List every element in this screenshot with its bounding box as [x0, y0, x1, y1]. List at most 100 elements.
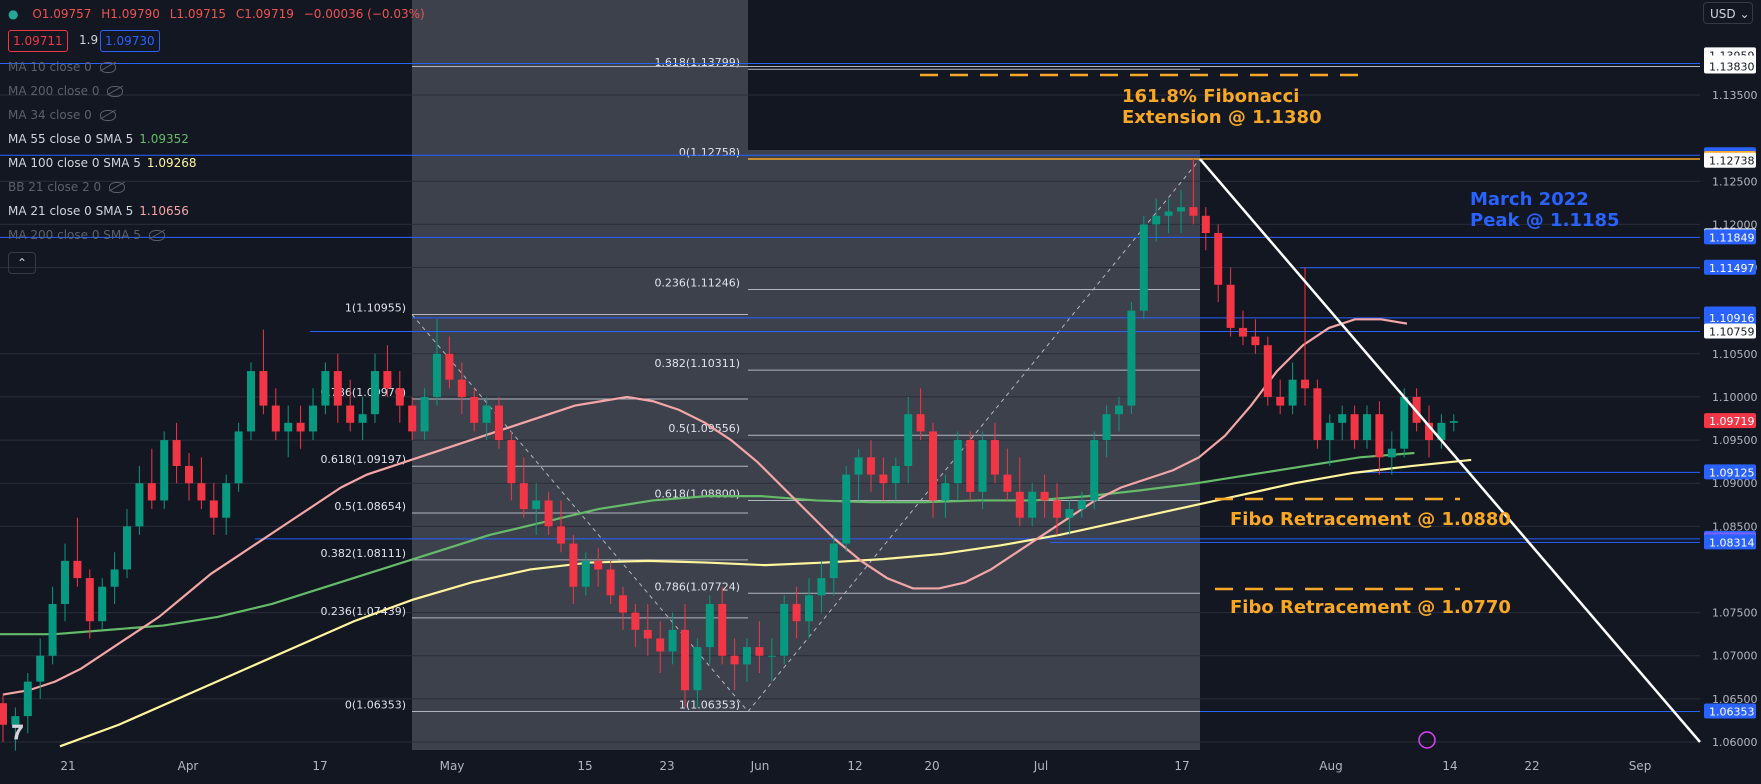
candle-body [11, 716, 20, 725]
indicator-row[interactable]: MA 100 close 0 SMA 5 1.09268 [8, 156, 197, 170]
candle-body [594, 560, 603, 570]
candle-body [829, 543, 838, 579]
price-axis-badge [1704, 259, 1756, 275]
candle-body [371, 371, 379, 415]
indicator-row[interactable]: MA 200 close 0 [8, 84, 124, 98]
candle-body [507, 440, 516, 484]
candle-body [643, 629, 652, 639]
candle-body [1139, 224, 1148, 311]
candle-body [1387, 448, 1396, 458]
close-value: C1.09719 [235, 7, 294, 21]
candle-body [383, 371, 392, 389]
currency-selector[interactable]: USD ⌄ [1703, 2, 1753, 24]
y-tick-label: 1.08500 [1712, 520, 1758, 533]
candle-body [1226, 284, 1235, 328]
x-tick-label: 14 [1442, 759, 1457, 773]
fib-level-label: 1.618(1.13799) [654, 56, 740, 69]
candle-body [445, 353, 454, 380]
candle-body [544, 500, 553, 527]
eye-hidden-icon[interactable] [148, 230, 165, 241]
candle-body [606, 569, 615, 596]
candle-body [247, 371, 255, 432]
candle-body [1189, 207, 1198, 216]
indicator-label: MA 100 close 0 SMA 5 [8, 156, 141, 170]
indicator-row[interactable]: MA 10 close 0 [8, 60, 116, 74]
candle-body [470, 396, 479, 423]
candle-body [1065, 509, 1074, 518]
candle-body [929, 431, 937, 501]
candle-body [817, 578, 826, 596]
candle-body [730, 655, 739, 665]
eye-hidden-icon[interactable] [107, 86, 124, 97]
candle-body [395, 388, 404, 406]
price-axis-badge-label: 1.09719 [1709, 415, 1755, 428]
indicator-label: MA 55 close 0 SMA 5 [8, 132, 134, 146]
candle-body [966, 440, 975, 492]
x-tick-label: 23 [659, 759, 674, 773]
indicator-row[interactable]: MA 34 close 0 [8, 108, 116, 122]
fib-level-label: 0.618(1.09197) [320, 453, 406, 466]
candle-body [953, 440, 962, 484]
y-tick-label: 1.09000 [1712, 477, 1758, 490]
candle-body [693, 647, 702, 691]
open-value: O1.09757 [32, 7, 92, 21]
indicator-row[interactable]: MA 21 close 0 SMA 5 1.10656 [8, 204, 189, 218]
candle-body [160, 440, 169, 501]
x-tick-label: Apr [178, 759, 199, 773]
candle-body [532, 500, 541, 510]
fib-level-label: 0.786(1.07724) [654, 580, 740, 593]
candle-body [1003, 474, 1012, 492]
indicator-row[interactable]: MA 55 close 0 SMA 5 1.09352 [8, 132, 189, 146]
price-axis-badge-label: 1.10916 [1709, 312, 1755, 325]
eye-hidden-icon[interactable] [99, 62, 116, 73]
y-tick-label: 1.12000 [1712, 218, 1758, 231]
fib-level-label: 0(1.06353) [345, 699, 406, 712]
indicator-label: MA 21 close 0 SMA 5 [8, 204, 134, 218]
price-axis-badge-label: 1.06353 [1709, 706, 1755, 719]
eye-hidden-icon[interactable] [99, 110, 116, 121]
buy-price-button[interactable]: 1.09730 [100, 30, 160, 52]
candle-body [1400, 396, 1409, 449]
candle-body [991, 440, 999, 475]
chart-annotation: Extension @ 1.1380 [1122, 107, 1322, 128]
indicator-label: MA 200 close 0 SMA 5 [8, 228, 141, 242]
price-axis-badge [1704, 464, 1756, 480]
price-axis-badge-label: 1.08314 [1709, 536, 1755, 549]
collapse-legend-button[interactable]: ⌃ [8, 252, 36, 274]
price-axis-badge [1704, 309, 1756, 325]
candle-body [879, 474, 888, 484]
fib-level-label: 0.382(1.08111) [320, 547, 406, 560]
y-tick-label: 1.10000 [1712, 391, 1758, 404]
candle-body [631, 612, 640, 630]
indicator-row[interactable]: MA 200 close 0 SMA 5 [8, 228, 165, 242]
indicator-row[interactable]: BB 21 close 2 0 [8, 180, 126, 194]
candle-body [321, 371, 330, 406]
candle-body [1263, 345, 1272, 397]
candle-body [123, 526, 131, 570]
candle-body [234, 431, 243, 484]
currency-label: USD [1710, 7, 1736, 21]
price-axis-badge-label: 1.13830 [1709, 61, 1755, 74]
ma100-line [59, 458, 1472, 748]
eye-hidden-icon[interactable] [109, 182, 126, 193]
candle-body [309, 405, 317, 432]
candle-body [1102, 414, 1111, 441]
x-tick-label: Jul [1033, 759, 1048, 773]
x-tick-label: 12 [847, 759, 862, 773]
candle-body [0, 703, 7, 725]
tradingview-logo-icon: 𝟕 [12, 720, 24, 744]
low-value: L1.09715 [169, 7, 227, 21]
y-tick-label: 1.12500 [1712, 175, 1758, 188]
sell-price-button[interactable]: 1.09711 [8, 30, 68, 52]
ma55-line [0, 451, 1415, 636]
candle-body [1276, 396, 1285, 406]
chart-annotation: Peak @ 1.1185 [1470, 210, 1620, 231]
candle-body [767, 655, 776, 657]
fib-level-label: 0.382(1.10311) [654, 357, 740, 370]
indicator-value: 1.09268 [146, 156, 197, 170]
price-axis-badge-label: 1.12738 [1709, 155, 1755, 168]
candle-body [197, 483, 206, 501]
candle-body [135, 483, 144, 527]
indicator-label: MA 200 close 0 [8, 84, 100, 98]
